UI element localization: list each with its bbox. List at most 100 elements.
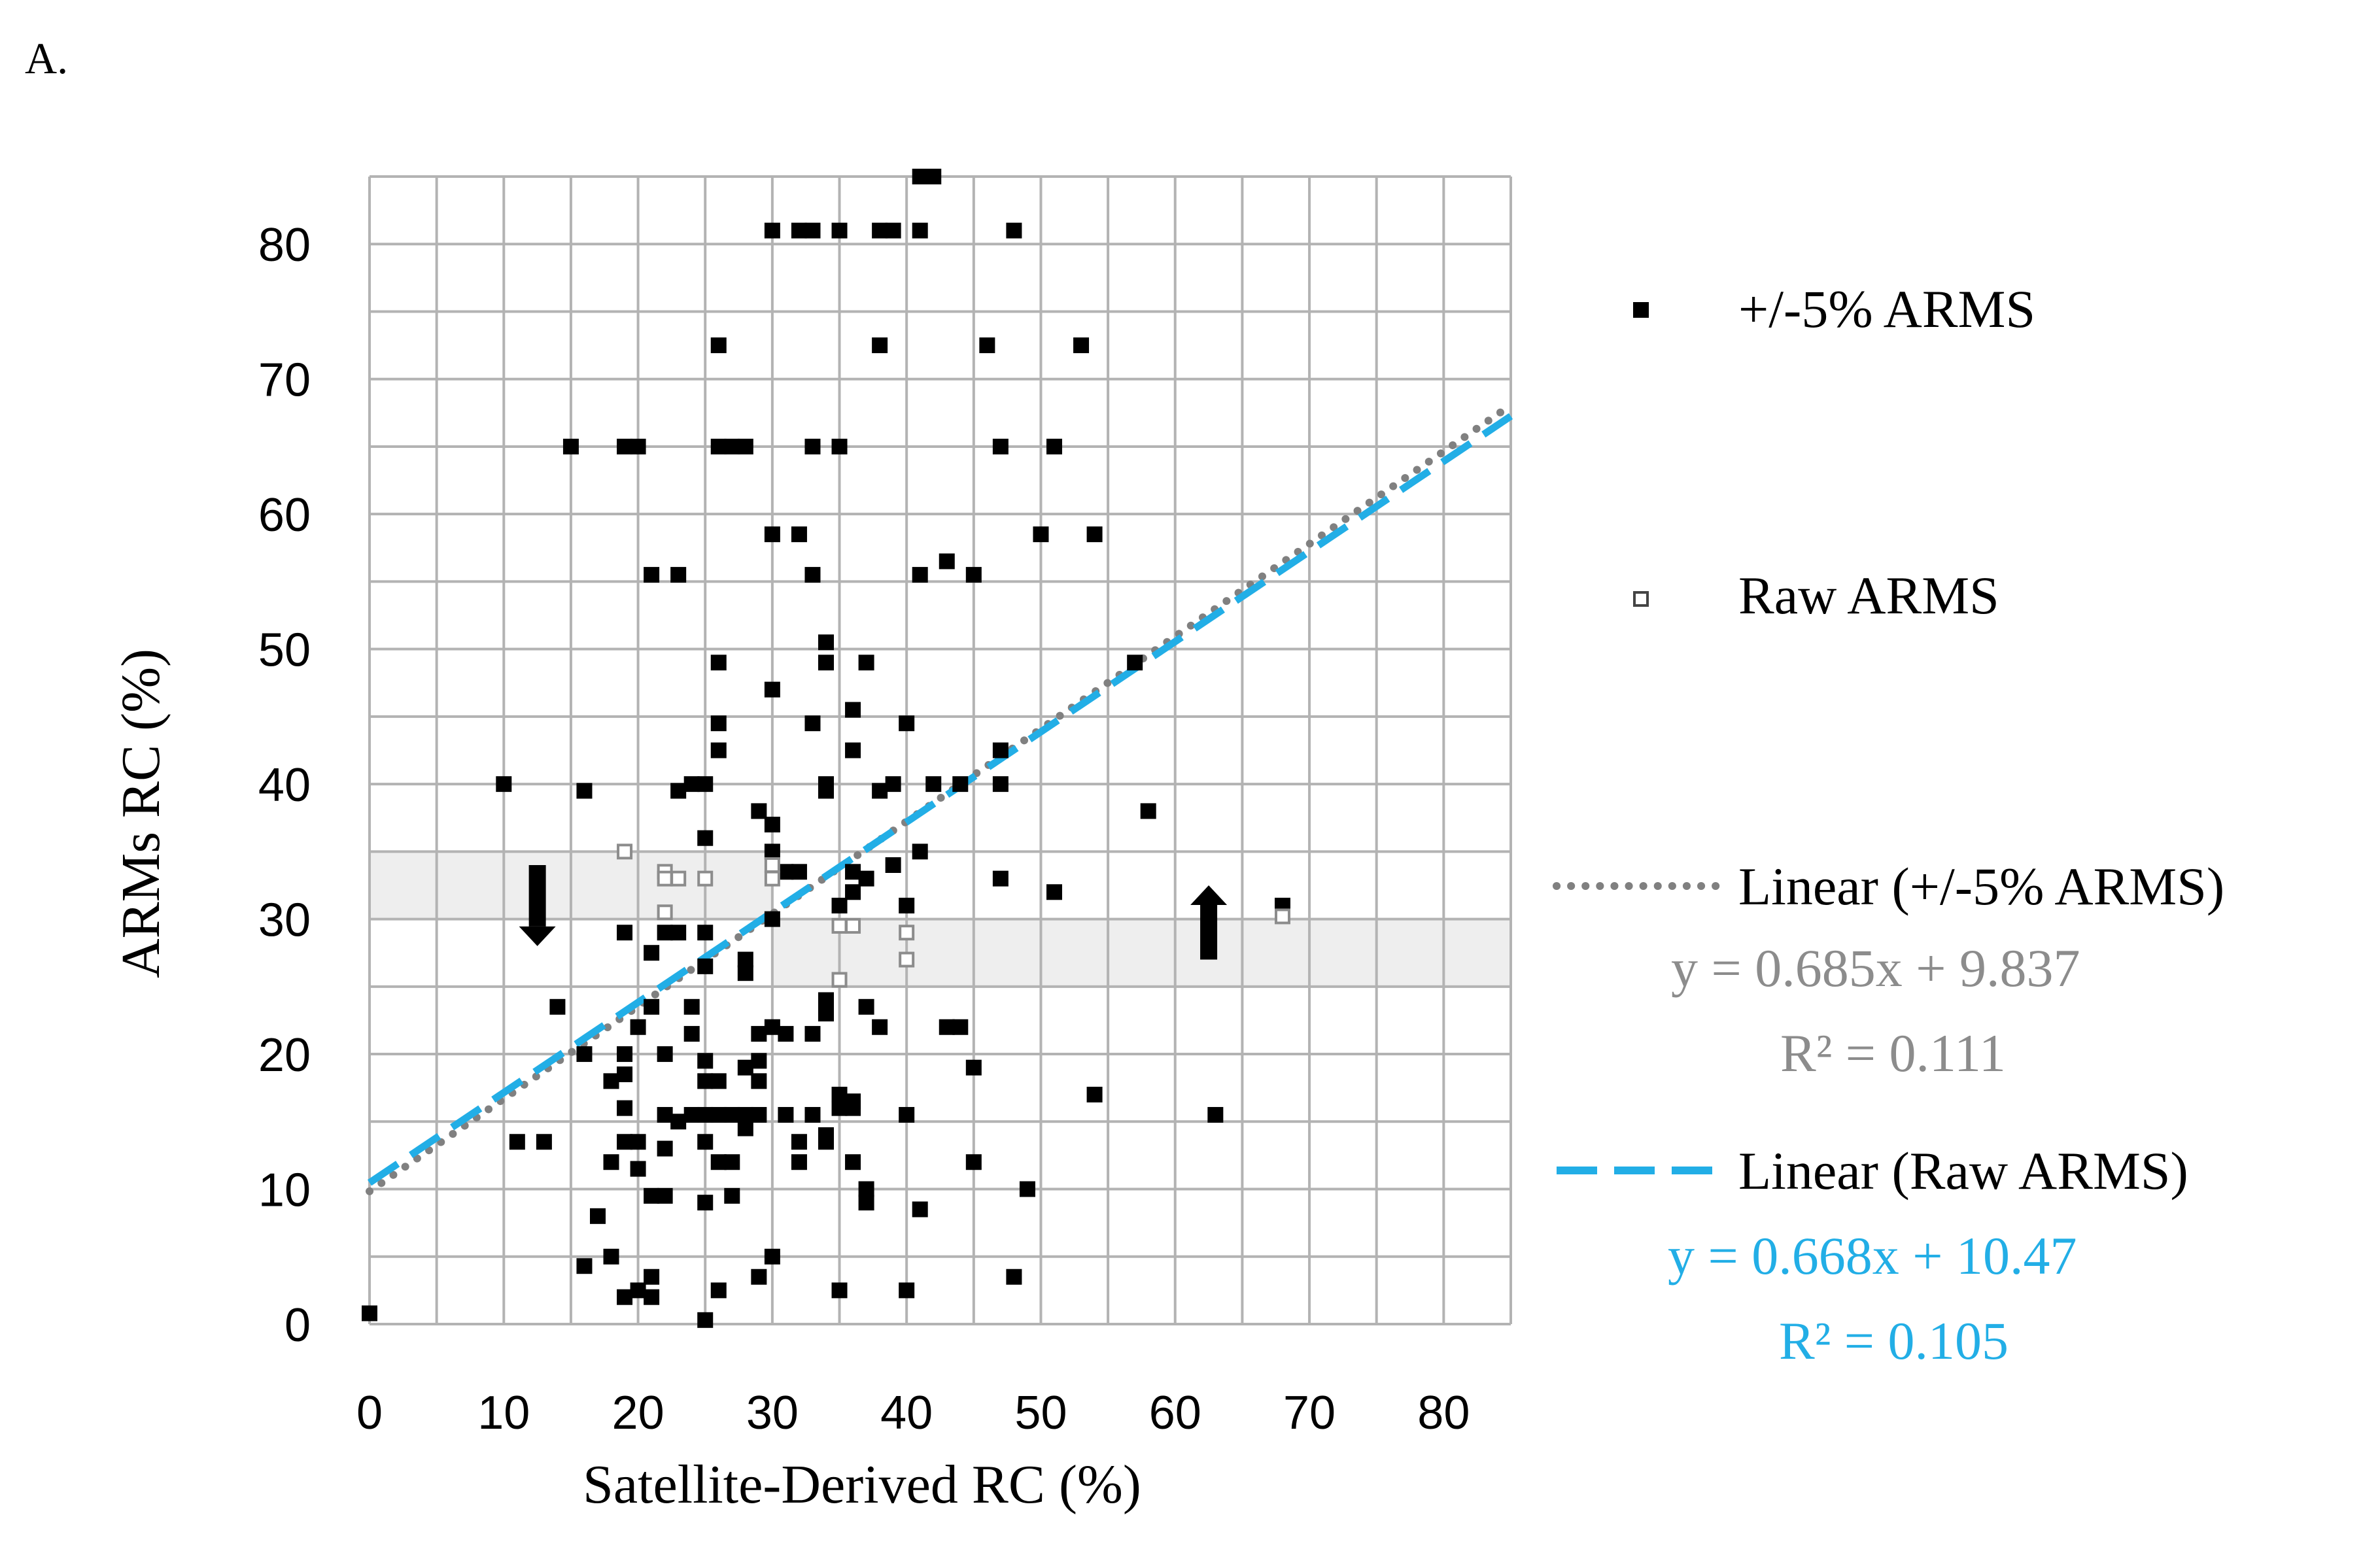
point-filled	[845, 884, 861, 900]
arrow-down-head	[519, 926, 556, 946]
point-filled	[885, 776, 901, 793]
point-filled	[630, 1134, 646, 1150]
point-filled	[737, 951, 753, 968]
point-filled	[1127, 655, 1143, 671]
point-filled	[965, 1154, 982, 1170]
point-filled	[858, 1181, 874, 1197]
point-filled	[912, 567, 928, 583]
point-filled	[899, 1106, 915, 1123]
arrows	[519, 865, 1228, 960]
point-filled	[979, 337, 995, 354]
x-tick-label: 10	[477, 1387, 530, 1439]
point-filled	[670, 925, 687, 941]
x-tick-label: 60	[1149, 1387, 1201, 1439]
y-tick-label: 30	[258, 895, 311, 947]
linear1-equation: y = 0.685x + 9.837	[1671, 938, 2080, 998]
point-hollow	[845, 917, 861, 934]
point-hollow	[670, 870, 687, 887]
point-filled	[845, 742, 861, 758]
point-filled	[845, 1100, 861, 1116]
point-filled	[791, 222, 807, 239]
data-points	[362, 169, 1290, 1328]
point-filled	[992, 870, 1009, 887]
point-filled	[751, 803, 767, 819]
point-filled	[710, 1106, 727, 1123]
point-filled	[657, 1140, 673, 1157]
point-filled	[912, 169, 928, 184]
legend-filled-label: +/-5% ARMS	[1738, 279, 2035, 339]
point-filled	[764, 526, 780, 543]
point-filled	[952, 776, 969, 793]
point-filled	[804, 1106, 821, 1123]
point-filled	[791, 864, 807, 880]
point-hollow	[899, 951, 915, 968]
point-filled	[764, 1248, 780, 1265]
point-filled	[617, 438, 633, 454]
point-filled	[872, 337, 888, 354]
point-filled	[630, 438, 646, 454]
linear2-equation: y = 0.668x + 10.47	[1668, 1226, 2077, 1286]
point-filled	[737, 1059, 753, 1076]
point-filled	[1140, 803, 1156, 819]
point-filled	[831, 1282, 848, 1299]
panel-label: A.	[25, 33, 68, 83]
y-tick-label: 0	[285, 1299, 311, 1352]
point-filled	[831, 897, 848, 913]
point-filled	[536, 1134, 552, 1150]
point-filled	[751, 1053, 767, 1069]
point-filled	[992, 438, 1009, 454]
point-filled	[724, 1106, 740, 1123]
point-filled	[724, 1187, 740, 1204]
point-filled	[644, 945, 660, 961]
point-filled	[670, 1114, 687, 1130]
point-filled	[831, 1100, 848, 1116]
y-tick-label: 50	[258, 624, 311, 677]
point-filled	[710, 742, 727, 758]
point-filled	[885, 222, 901, 239]
point-filled	[791, 1154, 807, 1170]
point-filled	[657, 1046, 673, 1063]
legend-linear2-label: Linear (Raw ARMS)	[1738, 1141, 2188, 1201]
point-filled	[912, 1201, 928, 1218]
point-filled	[818, 992, 834, 1008]
point-filled	[1006, 222, 1022, 239]
point-filled	[617, 1100, 633, 1116]
point-filled	[362, 1305, 377, 1321]
point-filled	[710, 1282, 727, 1299]
point-filled	[710, 715, 727, 732]
point-filled	[724, 438, 740, 454]
point-filled	[899, 897, 915, 913]
point-filled	[1073, 337, 1090, 354]
point-filled	[831, 438, 848, 454]
point-filled	[751, 1269, 767, 1285]
point-filled	[778, 864, 794, 880]
point-filled	[697, 776, 714, 793]
point-filled	[697, 1106, 714, 1123]
shaded-band-2	[772, 919, 1511, 987]
trendline-2	[367, 413, 1513, 1186]
point-filled	[818, 655, 834, 671]
point-filled	[644, 1289, 660, 1305]
point-filled	[737, 438, 753, 454]
point-filled	[1086, 1087, 1103, 1102]
point-hollow	[899, 925, 915, 941]
point-filled	[630, 1161, 646, 1177]
point-filled	[858, 870, 874, 887]
point-filled	[617, 925, 633, 941]
point-filled	[697, 1134, 714, 1150]
point-filled	[804, 1026, 821, 1042]
point-filled	[1033, 526, 1049, 543]
x-tick-label: 30	[746, 1387, 799, 1439]
point-filled	[778, 1026, 794, 1042]
point-filled	[778, 1106, 794, 1123]
point-filled	[818, 634, 834, 651]
point-hollow	[831, 972, 848, 988]
point-filled	[845, 864, 861, 880]
point-filled	[697, 1195, 714, 1211]
point-filled	[576, 1258, 593, 1274]
point-filled	[549, 998, 566, 1015]
x-tick-label: 50	[1014, 1387, 1067, 1439]
point-filled	[670, 567, 687, 583]
y-axis-label: ARMs RC (%)	[111, 649, 171, 978]
